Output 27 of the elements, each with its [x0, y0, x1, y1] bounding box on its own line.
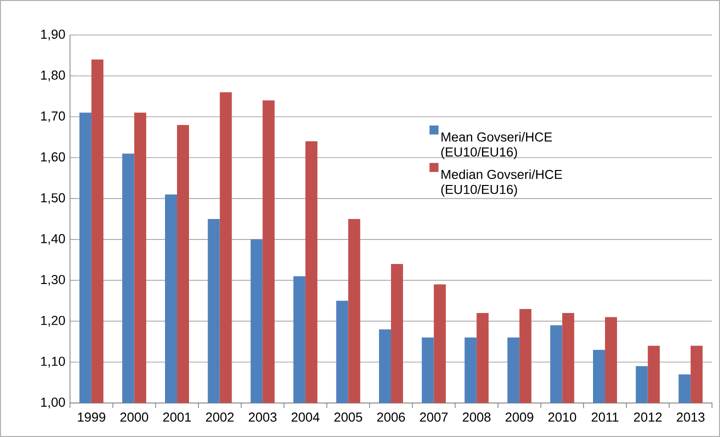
x-tick-label: 2003: [248, 412, 276, 422]
y-tick-label: 1,90: [41, 30, 65, 40]
legend-label: Median Govseri/HCE (EU10/EU16): [441, 169, 562, 197]
y-tick-label: 1,10: [41, 356, 65, 368]
x-tick-label: 2006: [377, 412, 405, 422]
legend-label: Mean Govseri/HCE (EU10/EU16): [441, 132, 552, 160]
x-tick-label: 2001: [163, 412, 191, 422]
x-tick-label: 2012: [634, 412, 662, 422]
x-tick-label: 2011: [592, 412, 618, 422]
y-tick-label: 1,30: [41, 274, 65, 286]
y-tick-label: 1,20: [41, 316, 65, 327]
y-tick-label: 1,60: [41, 152, 65, 164]
y-tick-label: 1,00: [41, 398, 65, 408]
x-tick-label: 1999: [78, 412, 106, 422]
x-tick-label: 2007: [420, 412, 448, 422]
x-tick-label: 2000: [120, 412, 148, 422]
y-tick-label: 1,50: [41, 193, 65, 204]
x-tick-label: 2004: [292, 412, 320, 422]
x-tick-label: 2013: [676, 412, 704, 422]
x-tick-label: 2005: [334, 412, 362, 422]
y-tick-label: 1,40: [41, 234, 65, 245]
x-tick-label: 2002: [206, 412, 234, 422]
x-tick-label: 2008: [462, 412, 491, 422]
x-tick-label: 2009: [506, 412, 534, 422]
x-tick-label: 2010: [548, 412, 576, 422]
y-tick-label: 1,80: [41, 70, 65, 82]
y-tick-label: 1,70: [41, 111, 65, 122]
